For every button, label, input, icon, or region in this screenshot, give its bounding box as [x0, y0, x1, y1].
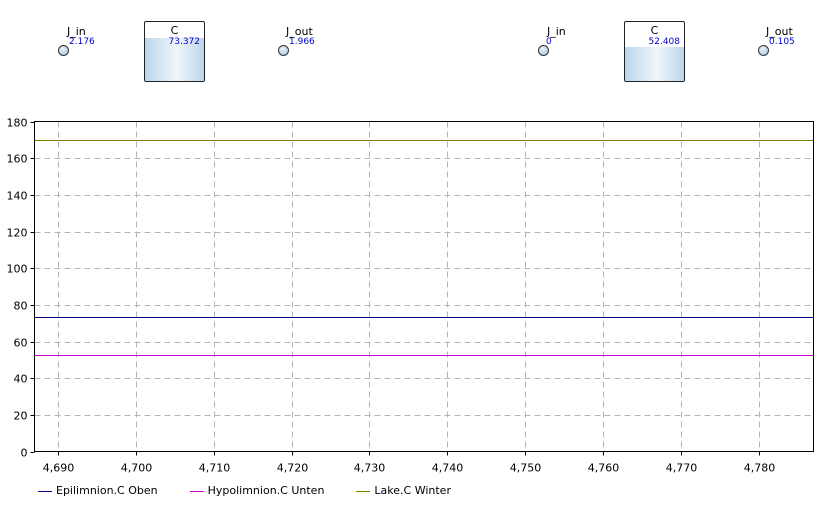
x-tick-label: 4,760	[588, 462, 620, 475]
legend-item: Epilimnion.C Oben	[38, 485, 158, 497]
model1-inflow-label: J_in	[67, 25, 86, 38]
model1-outflow-label: J_out	[286, 25, 313, 38]
model1-outflow-port[interactable]	[278, 45, 289, 56]
model2-stock-value: 52.408	[648, 37, 681, 47]
legend-swatch	[356, 490, 371, 492]
y-tick-label: 80	[14, 300, 28, 313]
model2-inflow-value: 0	[546, 37, 552, 47]
x-tick-label: 4,720	[277, 462, 309, 475]
model1-stock-value: 73.372	[168, 37, 201, 47]
x-tick-label: 4,740	[432, 462, 464, 475]
legend-label: Epilimnion.C Oben	[56, 484, 158, 497]
model2-inflow-port[interactable]	[538, 45, 549, 56]
y-tick-label: 160	[7, 153, 28, 166]
y-tick-label: 120	[7, 227, 28, 240]
model2-inflow-label: J_in	[547, 25, 566, 38]
chart-legend: Epilimnion.C Oben Hypolimnion.C Unten Lake…	[38, 485, 483, 497]
model2-outflow-label: J_out	[766, 25, 793, 38]
x-tick-label: 4,700	[121, 462, 153, 475]
legend-item: Hypolimnion.C Unten	[189, 484, 325, 497]
x-tick-label: 4,750	[510, 462, 542, 475]
legend-label: Lake.C Winter	[374, 484, 451, 497]
x-tick-label: 4,780	[744, 462, 776, 475]
legend-label: Hypolimnion.C Unten	[207, 484, 325, 497]
model2-stock-level	[625, 47, 684, 81]
chart-grid	[34, 121, 814, 452]
chart-series	[34, 140, 814, 356]
y-tick-label: 60	[14, 337, 28, 350]
x-tick-label: 4,770	[666, 462, 698, 475]
model1-inflow-port[interactable]	[58, 45, 69, 56]
y-tick-label: 100	[7, 263, 28, 276]
model2-outflow-port[interactable]	[758, 45, 769, 56]
model1-stock[interactable]: C 73.372	[144, 21, 205, 82]
model1-outflow-value: 1.966	[289, 37, 315, 47]
x-tick-label: 4,710	[199, 462, 231, 475]
plot-frame	[34, 121, 814, 452]
model1-stock-level	[145, 37, 204, 81]
legend-swatch	[38, 490, 52, 492]
legend-swatch	[189, 490, 204, 492]
x-axis: 4,690 4,700 4,710 4,720 4,730 4,740 4,750 4,760…	[43, 451, 776, 475]
x-tick-label: 4,690	[43, 462, 75, 475]
legend-item: Lake.C Winter	[356, 485, 451, 497]
y-axis: 0 20 40 60 80 100 120 140 160 180	[7, 117, 35, 460]
model2-stock-label: C	[650, 24, 659, 37]
model2-stock[interactable]: C 52.408	[624, 21, 685, 82]
y-tick-label: 180	[7, 117, 28, 130]
line-chart: 0 20 40 60 80 100 120 140 160 180 4,690 4,700 4,710…	[7, 117, 814, 475]
y-tick-label: 40	[14, 373, 28, 386]
y-tick-label: 20	[14, 410, 28, 423]
x-tick-label: 4,730	[354, 462, 386, 475]
y-tick-label: 140	[7, 190, 28, 203]
model2-outflow-value: 0.105	[769, 37, 795, 47]
y-tick-label: 0	[21, 447, 28, 460]
model1-stock-label: C	[170, 24, 179, 37]
model1-inflow-value: 2.176	[69, 37, 95, 47]
